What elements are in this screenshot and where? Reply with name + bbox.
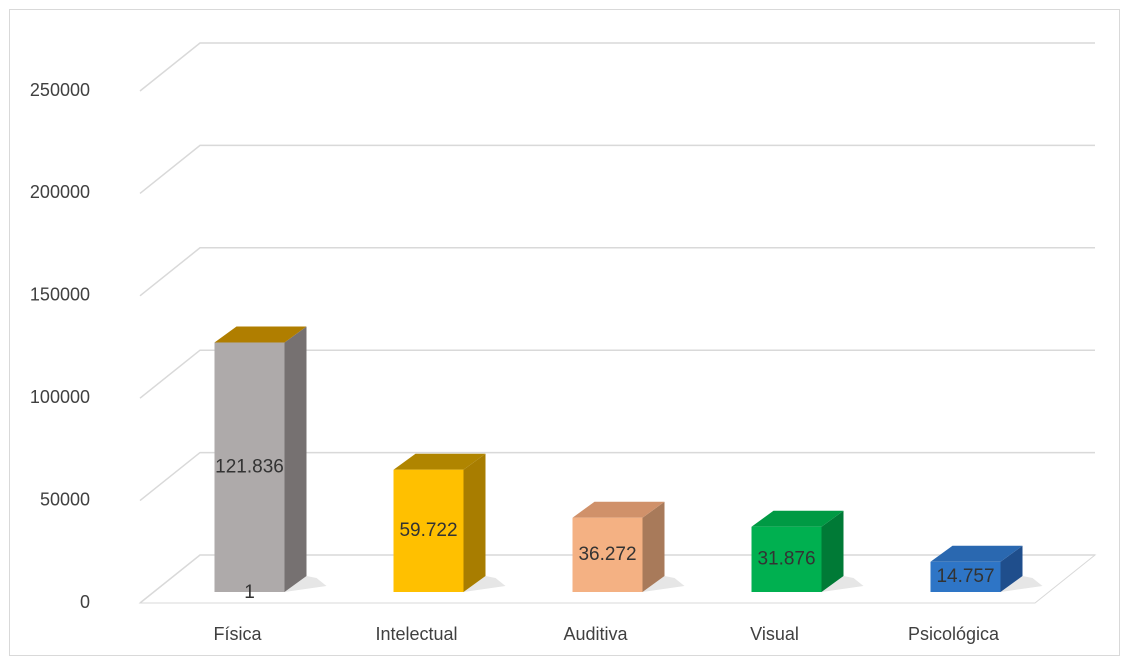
- y-tick-label: 200000: [30, 182, 90, 202]
- x-tick-label: Física: [213, 624, 262, 644]
- data-label: 36.272: [578, 544, 636, 565]
- grid-line: [139, 144, 1095, 194]
- grid-line: [139, 451, 1095, 502]
- bar-side: [821, 510, 844, 592]
- bar-side: [642, 501, 665, 592]
- data-label: 31.876: [757, 548, 815, 569]
- bar-side: [1000, 545, 1023, 592]
- bar-top: [751, 510, 844, 527]
- x-tick-label: Visual: [750, 624, 799, 644]
- data-label: 59.722: [399, 520, 457, 541]
- bar-side: [463, 453, 486, 592]
- bar-shadow: [821, 576, 864, 592]
- x-tick-label: Auditiva: [563, 624, 628, 644]
- x-tick-label: Psicológica: [908, 624, 1000, 644]
- y-tick-label: 150000: [30, 285, 90, 305]
- bar-top: [214, 326, 307, 343]
- bar-shadow: [642, 576, 685, 592]
- y-tick-label: 100000: [30, 387, 90, 407]
- bar-shadow: [1000, 576, 1043, 592]
- data-label: 14.757: [936, 566, 994, 587]
- bar-top: [572, 501, 665, 518]
- bar: [751, 526, 822, 592]
- y-tick-label: 250000: [30, 80, 90, 100]
- bar-shadow: [284, 576, 327, 592]
- bar: [214, 342, 285, 592]
- grid-line: [139, 247, 1095, 297]
- y-tick-label: 0: [80, 592, 90, 612]
- bar-top: [930, 545, 1023, 562]
- grid-line: [139, 42, 1095, 92]
- bar-shadow: [463, 576, 506, 592]
- bar: [572, 517, 643, 592]
- data-label: 121.836: [215, 456, 284, 477]
- y-tick-label: 50000: [40, 489, 90, 509]
- grid-line: [139, 349, 1095, 399]
- bar-top: [393, 453, 486, 470]
- bar: [393, 469, 464, 592]
- annotation: 1: [244, 582, 255, 603]
- bar: [930, 561, 1001, 592]
- bar-side: [284, 326, 307, 592]
- chart-border: [9, 9, 1120, 656]
- x-tick-label: Intelectual: [375, 624, 457, 644]
